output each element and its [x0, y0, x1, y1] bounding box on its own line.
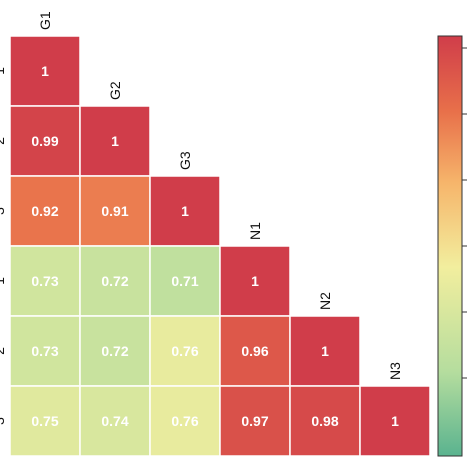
column-label-n2: N2 [317, 292, 333, 310]
cell-value-1-0: 0.99 [31, 133, 58, 149]
cell-value-4-2: 0.76 [171, 343, 198, 359]
cell-value-5-1: 0.74 [101, 413, 128, 429]
cell-value-2-1: 0.91 [101, 203, 128, 219]
colorbar [437, 35, 467, 457]
column-label-n1: N1 [247, 222, 263, 240]
cell-value-0-0: 1 [41, 63, 49, 79]
heatmap-cell-5-4 [289, 385, 361, 457]
colorbar-gradient [437, 35, 463, 457]
column-label-n3: N3 [387, 362, 403, 380]
heatmap-cell-1-0 [9, 105, 81, 177]
column-label-g2: G2 [107, 81, 123, 100]
heatmap-cell-5-3 [219, 385, 291, 457]
heatmap-cell-1-1 [79, 105, 151, 177]
heatmap-cell-3-1 [79, 245, 151, 317]
colorbar-ticks [462, 47, 467, 379]
cell-value-5-2: 0.76 [171, 413, 198, 429]
cell-value-1-1: 1 [111, 133, 119, 149]
cell-value-5-4: 0.98 [311, 413, 338, 429]
column-labels: G1 G2 G3 N1 N2 N3 [37, 11, 403, 380]
row-label-2: 3 [0, 207, 7, 215]
heatmap-cell-5-0 [9, 385, 81, 457]
heatmap-cell-5-1 [79, 385, 151, 457]
cell-value-4-0: 0.73 [31, 343, 58, 359]
cell-value-5-3: 0.97 [241, 413, 268, 429]
row-label-3: 1 [0, 277, 7, 285]
cell-value-3-0: 0.73 [31, 273, 58, 289]
cell-value-5-5: 1 [391, 413, 399, 429]
row-label-5: 3 [0, 417, 7, 425]
cell-value-3-2: 0.71 [171, 273, 198, 289]
row-label-1: 2 [0, 137, 7, 145]
heatmap-cell-4-1 [79, 315, 151, 387]
column-label-g3: G3 [177, 151, 193, 170]
cell-value-3-1: 0.72 [101, 273, 128, 289]
row-label-4: 2 [0, 347, 7, 355]
heatmap-cell-2-2 [149, 175, 221, 247]
cell-value-4-3: 0.96 [241, 343, 268, 359]
row-label-0: 1 [0, 67, 7, 75]
heatmap-cell-5-5 [359, 385, 431, 457]
cell-value-5-0: 0.75 [31, 413, 58, 429]
row-labels: 1 2 3 1 2 3 [0, 67, 7, 425]
heatmap-cell-5-2 [149, 385, 221, 457]
heatmap-cell-0-0 [9, 35, 81, 107]
cell-value-2-0: 0.92 [31, 203, 58, 219]
column-label-g1: G1 [37, 11, 53, 30]
cell-value-4-1: 0.72 [101, 343, 128, 359]
heatmap-cells: 1 0.99 1 0.92 0.91 1 0.73 0.72 0.71 1 0.73 0.72 0.76… [9, 35, 431, 457]
cell-value-2-2: 1 [181, 203, 189, 219]
heatmap-cell-3-3 [219, 245, 291, 317]
cell-value-3-3: 1 [251, 273, 259, 289]
heatmap-cell-4-3 [219, 315, 291, 387]
cell-value-4-4: 1 [321, 343, 329, 359]
